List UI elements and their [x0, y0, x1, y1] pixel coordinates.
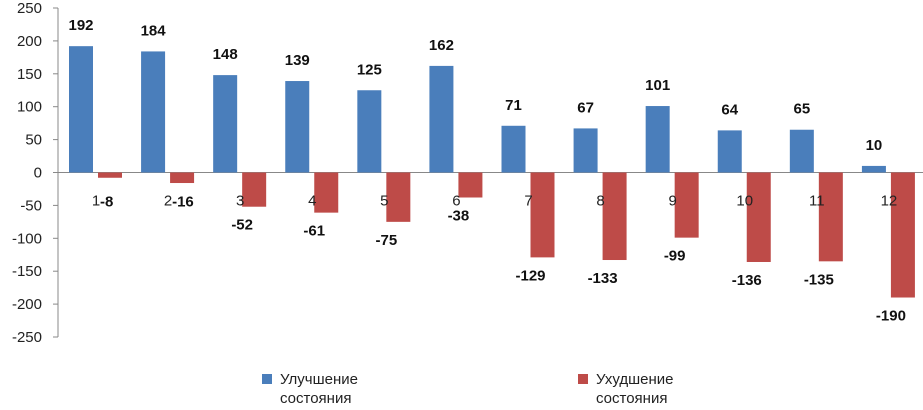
bar-improvement — [141, 51, 166, 173]
category-label: 5 — [380, 193, 388, 210]
data-label-improvement: 139 — [285, 52, 310, 69]
legend-swatch-deterioration — [578, 374, 588, 384]
bar-improvement — [501, 125, 526, 173]
data-label-improvement: 192 — [68, 17, 93, 34]
data-label-improvement: 71 — [505, 97, 522, 114]
bar-deterioration — [602, 172, 627, 261]
bar-deterioration — [386, 172, 411, 222]
y-tick-label: -200 — [12, 296, 42, 313]
y-tick-label: 50 — [25, 132, 42, 149]
bar-improvement — [285, 81, 310, 173]
data-label-improvement: 64 — [721, 101, 738, 118]
category-label: 10 — [736, 193, 753, 210]
category-label: 12 — [881, 193, 898, 210]
y-tick-label: 200 — [17, 33, 42, 50]
bar-deterioration — [242, 172, 267, 207]
category-label: 6 — [452, 193, 460, 210]
data-label-deterioration: -61 — [303, 223, 325, 240]
data-label-deterioration: -52 — [231, 217, 253, 234]
data-label-deterioration: -8 — [100, 194, 113, 211]
category-label: 8 — [596, 193, 604, 210]
data-label-deterioration: -16 — [172, 194, 194, 211]
bar-improvement — [429, 65, 454, 173]
category-label: 2 — [164, 193, 172, 210]
bar-deterioration — [170, 172, 195, 184]
category-label: 4 — [308, 193, 316, 210]
data-label-deterioration: -38 — [448, 208, 470, 225]
bar-deterioration — [98, 172, 122, 178]
y-tick-label: 0 — [34, 165, 42, 182]
legend-swatch-improvement — [262, 374, 272, 384]
bar-deterioration — [314, 172, 339, 213]
category-label: 9 — [668, 193, 676, 210]
bar-deterioration — [530, 172, 555, 258]
data-label-deterioration: -136 — [732, 272, 762, 289]
bar-improvement — [717, 130, 742, 173]
bar-improvement — [645, 106, 670, 173]
bar-improvement — [69, 46, 93, 173]
legend-label-deterioration: Ухудшение состояния — [596, 371, 674, 407]
data-label-deterioration: -190 — [876, 308, 906, 325]
bar-deterioration — [746, 172, 771, 262]
data-label-improvement: 162 — [429, 37, 454, 54]
bar-improvement — [573, 128, 598, 173]
data-label-deterioration: -129 — [515, 267, 545, 284]
data-label-deterioration: -133 — [588, 270, 618, 287]
data-label-improvement: 148 — [213, 46, 238, 63]
legend-label-improvement: Улучшение состояния — [280, 371, 358, 407]
category-label: 1 — [92, 193, 100, 210]
bar-improvement — [357, 90, 382, 173]
data-label-deterioration: -135 — [804, 271, 834, 288]
data-label-improvement: 10 — [866, 137, 883, 154]
data-label-deterioration: -75 — [375, 232, 397, 249]
bar-improvement — [861, 165, 886, 173]
bar-deterioration — [458, 172, 483, 198]
data-label-improvement: 184 — [141, 22, 167, 39]
category-label: 11 — [809, 193, 825, 210]
y-tick-label: 100 — [17, 99, 42, 116]
y-tick-label: -100 — [12, 230, 42, 247]
data-label-improvement: 101 — [645, 77, 670, 94]
y-tick-label: -150 — [12, 263, 42, 280]
data-label-improvement: 125 — [357, 61, 382, 78]
data-label-improvement: 67 — [577, 99, 594, 116]
bar-improvement — [213, 75, 238, 173]
y-tick-label: 250 — [17, 0, 42, 17]
bar-improvement — [789, 129, 814, 173]
bar-deterioration — [890, 172, 915, 298]
legend-item-improvement: Улучшение состояния — [262, 370, 390, 408]
legend-item-deterioration: Ухудшение состояния — [578, 370, 706, 408]
category-label: 3 — [236, 193, 244, 210]
bar-deterioration — [674, 172, 699, 238]
y-tick-label: -50 — [20, 197, 42, 214]
y-tick-label: 150 — [17, 66, 42, 83]
y-tick-label: -250 — [12, 329, 42, 346]
bar-deterioration — [818, 172, 843, 262]
data-label-deterioration: -99 — [664, 248, 686, 265]
bar-chart: 250 200 150 100 50 0 -50 -100 -150 -200 -250 192 1 -8… — [12, 0, 923, 346]
category-label: 7 — [524, 193, 532, 210]
data-label-improvement: 65 — [793, 101, 810, 118]
